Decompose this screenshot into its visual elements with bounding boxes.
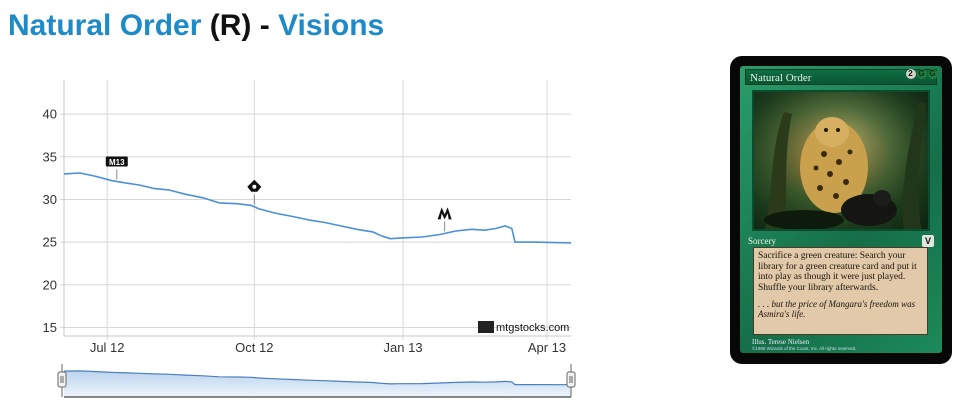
chart-series [63, 172, 572, 244]
y-tick-label: 35 [43, 149, 57, 164]
illustrator-credit: Illus. Terese Nielsen [752, 338, 810, 346]
card-art [752, 90, 930, 231]
mana-green-icon: G [928, 69, 938, 79]
price-chart[interactable]: 15 20 25 30 35 40 Jul 12 Oct 12 Jan 13 Apr 13 M13… [0, 0, 600, 410]
type-line: Sorcery [748, 236, 776, 246]
rarity-label: (R) [209, 9, 252, 42]
set-symbol-gtc-icon [437, 207, 452, 220]
x-tick-label: Jan 13 [384, 340, 423, 355]
watermark-logo-icon [478, 321, 494, 333]
page-title: Natural Order (R) - Visions [8, 6, 384, 46]
set-markers: M13 [105, 156, 452, 232]
y-tick-label: 30 [43, 192, 57, 207]
set-symbol-icon: V [922, 235, 934, 247]
m13-text: M13 [109, 158, 125, 167]
y-tick-label: 25 [43, 235, 57, 250]
flavor-text: . . . but the price of Mangara's freedom… [758, 299, 916, 319]
nav-line [63, 370, 572, 386]
chart-axes: 15 20 25 30 35 40 Jul 12 Oct 12 Jan 13 Apr 13 [43, 80, 571, 355]
text-box: Sacrifice a green creature: Search your … [753, 247, 928, 335]
x-tick-label: Oct 12 [235, 340, 273, 355]
copyright-line: ©1996 Wizards of the Coast, Inc. All rig… [752, 346, 857, 351]
set-name-link[interactable]: Visions [278, 9, 385, 42]
y-tick-label: 20 [43, 277, 57, 292]
card-title: Natural Order [745, 69, 937, 85]
set-symbol-rtr-icon [247, 179, 262, 192]
y-tick-label: 15 [43, 320, 57, 335]
chart-grid [60, 80, 571, 340]
mana-generic-icon: 2 [906, 69, 916, 79]
m13-badge [105, 156, 128, 167]
x-tick-label: Jul 12 [90, 340, 125, 355]
title-separator: - [259, 9, 270, 42]
watermark: mtgstocks.com [478, 321, 569, 334]
mana-green-icon: G [917, 69, 927, 79]
gtc-shape [437, 207, 452, 220]
rules-text: Sacrifice a green creature: Search your … [758, 251, 917, 293]
x-tick-label: Apr 13 [528, 340, 566, 355]
right-range-handle[interactable] [566, 371, 576, 388]
y-tick-label: 40 [43, 107, 57, 122]
range-navigator[interactable] [57, 364, 576, 398]
price-line [63, 172, 572, 244]
rtr-dot [252, 184, 257, 189]
card-name-link[interactable]: Natural Order [8, 9, 202, 42]
left-range-handle[interactable] [57, 371, 67, 388]
nav-area [64, 370, 571, 397]
watermark-text: mtgstocks.com [496, 322, 569, 334]
leopard-art-icon [754, 92, 928, 229]
set-symbol-m13-icon: M13 [105, 156, 128, 167]
